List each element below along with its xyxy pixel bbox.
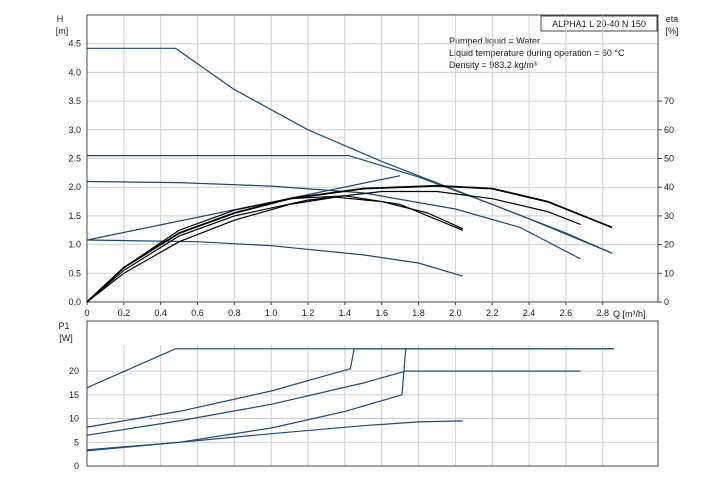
annotation-liquid: Pumped liquid = Water	[449, 36, 540, 46]
y-axis-unit: [m]	[56, 26, 69, 36]
y2-tick-label: 30	[664, 211, 674, 221]
y-tick-label: 4.0	[68, 67, 81, 77]
x-tick-label: 1.6	[375, 308, 388, 318]
power-curve-4	[86, 348, 407, 451]
efficiency-curve-4	[86, 196, 464, 303]
x-axis-label: Q [m³/h]	[613, 309, 646, 319]
p1-axis-unit: [W]	[59, 333, 73, 343]
head-curve-1	[87, 47, 613, 254]
x-tick-label: 1.0	[265, 308, 278, 318]
power-curve-5	[86, 420, 463, 452]
head-curve-2	[87, 155, 613, 254]
p1-tick-label: 10	[69, 414, 79, 424]
y-tick-label: 3.5	[68, 96, 81, 106]
p1-tick-label: 0	[74, 461, 79, 471]
power-curve-2	[86, 348, 614, 428]
x-tick-label: 1.8	[412, 308, 425, 318]
p1-tick-label: 15	[69, 390, 79, 400]
y2-axis-unit: [%]	[665, 26, 678, 36]
y-tick-label: 3.0	[68, 125, 81, 135]
annotation-density: Density = 983.2 kg/m³	[449, 60, 537, 70]
title-box	[540, 15, 658, 32]
y2-axis-label: eta	[666, 14, 679, 24]
x-tick-label: 0	[84, 308, 89, 318]
x-tick-label: 2.4	[523, 308, 536, 318]
x-tick-label: 0.4	[154, 308, 167, 318]
y2-tick-label: 20	[664, 240, 674, 250]
x-tick-label: 0.6	[191, 308, 204, 318]
x-tick-label: 2.0	[449, 308, 462, 318]
x-tick-label: 1.4	[339, 308, 352, 318]
head-curve-3	[86, 180, 581, 260]
x-tick-label: 2.8	[596, 308, 609, 318]
y-tick-label: 0.5	[68, 268, 81, 278]
y2-tick-label: 60	[664, 125, 674, 135]
efficiency-curve-3	[86, 195, 464, 303]
efficiency-curve-1	[86, 184, 613, 303]
power-curve-3	[86, 370, 581, 436]
chart-title: ALPHA1 L 20-40 N 150	[552, 19, 646, 29]
y2-tick-label: 70	[664, 96, 674, 106]
y2-tick-label: 40	[664, 182, 674, 192]
y2-tick-label: 10	[664, 268, 674, 278]
y-tick-label: 1.0	[68, 240, 81, 250]
y-tick-label: 2.5	[68, 154, 81, 164]
y-tick-label: 4.5	[68, 39, 81, 49]
annotation-temperature: Liquid temperature during operation = 60…	[449, 48, 625, 58]
y-tick-label: 2.0	[68, 182, 81, 192]
x-tick-label: 1.2	[302, 308, 315, 318]
y2-tick-label: 50	[664, 154, 674, 164]
x-tick-label: 0.8	[228, 308, 241, 318]
p1-axis-label: P1	[58, 321, 69, 331]
y-axis-label: H	[57, 14, 64, 24]
y2-tick-label: 0	[664, 297, 669, 307]
x-tick-label: 2.6	[560, 308, 573, 318]
y-tick-label: 0.0	[68, 297, 81, 307]
y-tick-label: 1.5	[68, 211, 81, 221]
p1-tick-label: 20	[69, 366, 79, 376]
p1-tick-label: 5	[74, 437, 79, 447]
x-tick-label: 0.2	[118, 308, 131, 318]
x-tick-label: 2.2	[486, 308, 499, 318]
bottom-plot-frame	[86, 320, 659, 467]
